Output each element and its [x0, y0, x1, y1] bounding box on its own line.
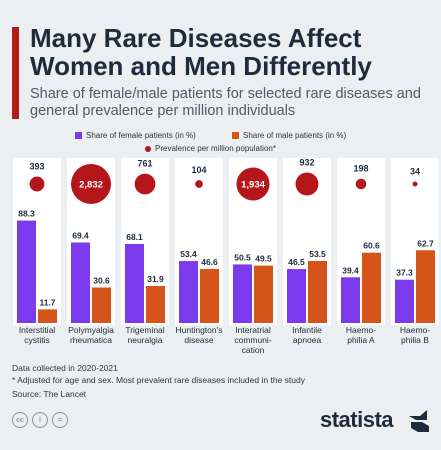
prevalence-bubble [295, 172, 319, 196]
female-value-label: 50.5 [234, 252, 251, 262]
male-bar [416, 250, 435, 323]
male-value-label: 53.5 [309, 249, 326, 259]
category-label: neuralgia [128, 335, 163, 345]
legend-prevalence: Prevalence per million population* [145, 144, 276, 153]
prevalence-label: 2,832 [79, 180, 103, 191]
female-value-label: 39.4 [342, 265, 359, 275]
female-bar [71, 242, 90, 323]
category-label: Infantile [292, 325, 322, 335]
prevalence-label: 34 [410, 167, 420, 177]
chart-title: Many Rare Diseases Affect Women and Men … [30, 23, 372, 81]
chart-subtitle: Share of female/male patients for select… [30, 86, 421, 119]
male-value-label: 31.9 [147, 274, 164, 284]
prevalence-label: 932 [299, 158, 314, 168]
prevalence-bubble [71, 164, 111, 204]
male-bar [92, 287, 111, 323]
male-bar [254, 265, 273, 323]
prevalence-label: 393 [29, 162, 44, 172]
attribution-icon[interactable]: i [32, 412, 48, 428]
statista-logo-icon [409, 410, 429, 432]
category-label: cation [242, 345, 265, 355]
statista-logo-text[interactable]: statista [320, 407, 394, 432]
prevalence-label: 104 [191, 165, 206, 175]
female-bar [179, 261, 198, 323]
note-data-collected: Data collected in 2020-2021 [12, 363, 118, 373]
category-label: cystitis [24, 335, 50, 345]
legend-male: Share of male patients (in %) [232, 131, 346, 140]
note-adjusted: * Adjusted for age and sex. Most prevale… [12, 375, 305, 385]
category-label: Haemo- [400, 325, 430, 335]
male-bar [308, 260, 327, 323]
category-label: Huntington's [176, 325, 223, 335]
prevalence-label: 761 [137, 159, 152, 169]
category-label: rheumatica [70, 335, 112, 345]
male-value-label: 49.5 [255, 254, 272, 264]
prevalence-bubble [134, 173, 156, 195]
prevalence-label: 1,934 [241, 180, 265, 191]
male-bar [200, 268, 219, 323]
legend-prevalence-dot [145, 145, 151, 152]
male-value-label: 46.6 [201, 257, 218, 267]
license-icons: cc i = [12, 412, 68, 428]
female-value-label: 88.3 [18, 209, 35, 219]
category-label: Trigeminal [125, 325, 164, 335]
prevalence-bubble [29, 176, 45, 192]
category-label: Polymyalgia [68, 325, 114, 335]
female-bar [341, 277, 360, 323]
male-bar [362, 252, 381, 323]
source-text: Source: The Lancet [12, 389, 87, 399]
category-label: Haemo- [346, 325, 376, 335]
category-label: communi- [234, 335, 271, 345]
prevalence-label: 198 [353, 164, 368, 174]
male-value-label: 11.7 [39, 297, 55, 307]
legend-male-swatch [232, 132, 239, 139]
category-label: disease [184, 335, 214, 345]
category-label: philia A [347, 335, 375, 345]
legend-female: Share of female patients (in %) [75, 131, 196, 140]
category-label: philia B [401, 335, 429, 345]
female-bar [287, 269, 306, 323]
male-value-label: 62.7 [417, 238, 434, 248]
legend-prevalence-label: Prevalence per million population* [155, 144, 276, 153]
prevalence-bubble [236, 167, 270, 201]
female-bar [233, 264, 252, 323]
female-value-label: 46.5 [288, 257, 305, 267]
male-value-label: 30.6 [93, 276, 110, 286]
female-bar [125, 244, 144, 323]
legend-male-label: Share of male patients (in %) [243, 131, 347, 140]
category-label: Interatrial [235, 325, 271, 335]
legend-female-swatch [75, 132, 82, 139]
prevalence-bubble [412, 181, 418, 187]
title-accent-bar [12, 27, 19, 119]
female-value-label: 68.1 [126, 232, 143, 242]
female-bar [17, 220, 36, 323]
category-label: Interstitial [19, 325, 55, 335]
prevalence-bubble [355, 178, 367, 190]
male-value-label: 60.6 [363, 241, 380, 251]
female-value-label: 69.4 [72, 230, 89, 240]
female-bar [395, 279, 414, 323]
legend-female-label: Share of female patients (in %) [86, 131, 196, 140]
female-value-label: 37.3 [396, 268, 413, 278]
male-bar [146, 285, 165, 323]
prevalence-bubble [195, 180, 203, 188]
female-value-label: 53.4 [180, 249, 197, 259]
category-label: apnoea [293, 335, 322, 345]
cc-icon[interactable]: cc [12, 412, 28, 428]
male-bar [38, 309, 57, 323]
no-derivatives-icon[interactable]: = [52, 412, 68, 428]
